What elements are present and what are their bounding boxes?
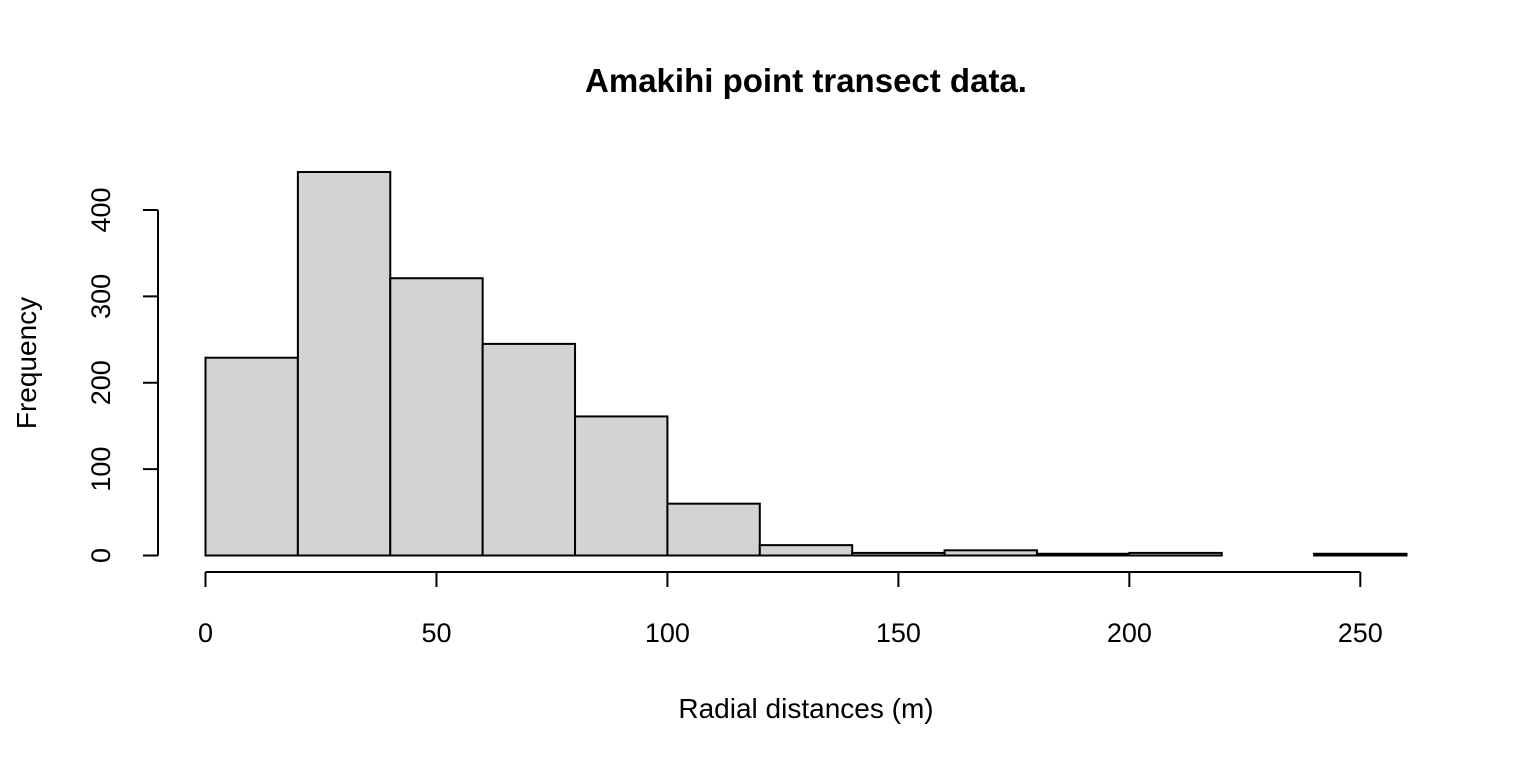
histogram-bar-2: [389, 277, 484, 557]
histogram-bar-5: [666, 502, 761, 557]
y-tick-label-0: 0: [86, 548, 116, 563]
y-tick-label-300: 300: [86, 274, 116, 319]
histogram-bar-7: [851, 551, 946, 557]
histogram-bar-9: [1035, 552, 1131, 557]
x-axis: 0 50 100 150 200 250: [198, 571, 1383, 648]
histogram-bar-4: [574, 415, 669, 557]
y-axis: 0 100 200 300 400: [86, 187, 159, 563]
histogram-bar-3: [481, 342, 577, 557]
histogram-bars: [204, 171, 1408, 557]
x-axis-label: Radial distances (m): [678, 693, 933, 724]
x-tick-label-50: 50: [421, 618, 451, 648]
x-tick-label-0: 0: [198, 618, 213, 648]
y-tick-label-400: 400: [86, 187, 116, 232]
y-tick-label-200: 200: [86, 360, 116, 405]
x-tick-label-100: 100: [645, 618, 690, 648]
chart-title: Amakihi point transect data.: [585, 62, 1027, 99]
x-tick-label-150: 150: [876, 618, 921, 648]
x-tick-label-250: 250: [1338, 618, 1383, 648]
histogram-bar-0: [204, 356, 299, 557]
x-tick-label-200: 200: [1107, 618, 1152, 648]
histogram-bar-8: [943, 549, 1038, 557]
histogram-bar-6: [758, 544, 854, 557]
histogram-bar-10: [1128, 551, 1223, 557]
y-axis-label: Frequency: [11, 297, 42, 429]
histogram-bar-12: [1313, 552, 1408, 557]
histogram-bar-1: [296, 171, 392, 557]
y-tick-label-100: 100: [86, 447, 116, 492]
